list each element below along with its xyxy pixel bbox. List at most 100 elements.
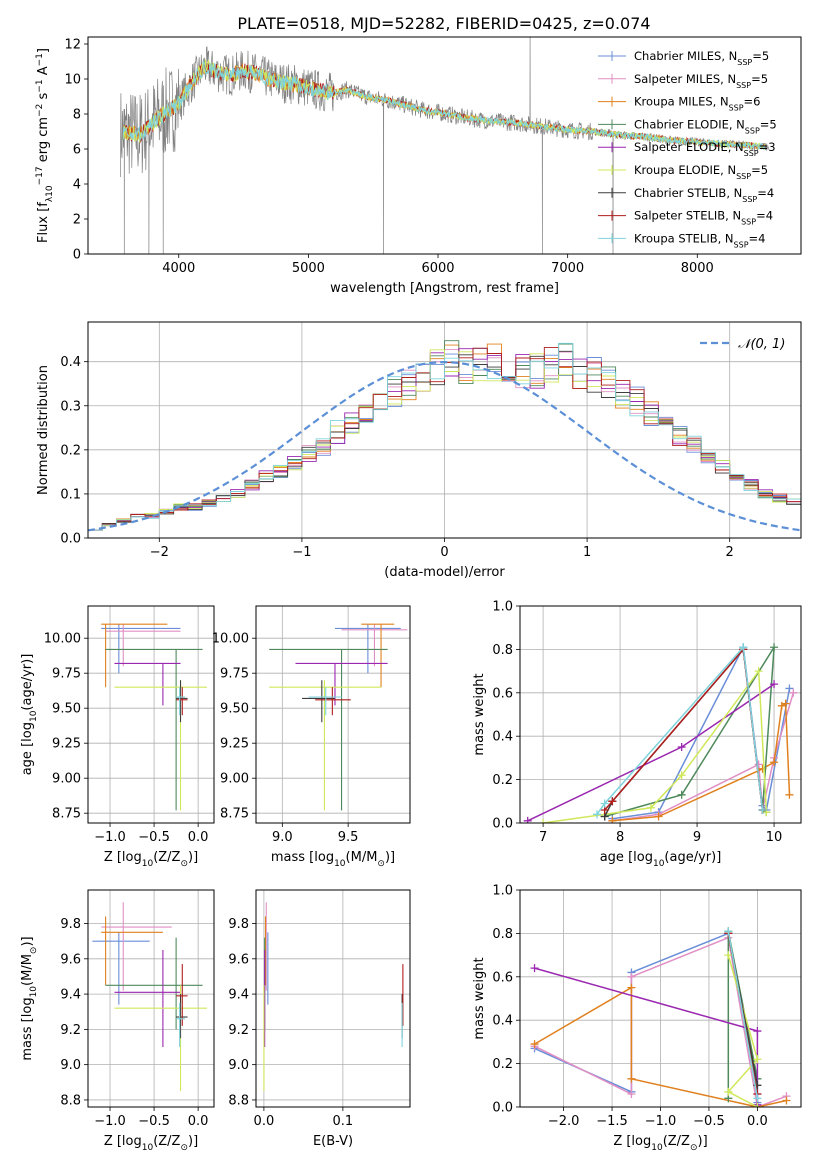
label-part: 10 bbox=[651, 1143, 663, 1153]
panel-age-vs-mass: 9.0 9.5 8.75 9.00 9.25 9.50 9.75 10.00 mass [log… bbox=[212, 605, 411, 869]
weight-line bbox=[727, 931, 759, 1099]
y-tick-label: 9.4 bbox=[60, 988, 81, 1003]
legend-entry: Chabrier ELODIE, NSSP=5 bbox=[634, 117, 777, 135]
axes-frame bbox=[255, 605, 411, 824]
weight-marker bbox=[753, 1055, 762, 1064]
label-part: age [log bbox=[20, 722, 35, 775]
legend-name: Salpeter STELIB, N bbox=[634, 209, 741, 223]
label-part: )] bbox=[188, 850, 198, 865]
legend-sub: SSP bbox=[742, 194, 757, 203]
y-tick-label: 9.8 bbox=[60, 917, 81, 932]
x-tick-label: 0.0 bbox=[747, 1114, 768, 1129]
weight-marker bbox=[530, 1040, 539, 1049]
label-part: Z [log bbox=[104, 850, 142, 865]
label-part: age [log bbox=[600, 850, 653, 865]
weight-marker bbox=[785, 684, 794, 693]
legend-entry: Chabrier STELIB, NSSP=4 bbox=[634, 186, 774, 204]
y-tick-label: 9.6 bbox=[228, 952, 249, 967]
legend-sub: SSP bbox=[741, 217, 756, 226]
y-tick-label: 9.8 bbox=[228, 917, 249, 932]
y-tick-label: 6 bbox=[73, 143, 81, 158]
y-tick-label: 9.2 bbox=[228, 1023, 249, 1038]
y-axis-label: mass weight bbox=[472, 673, 487, 755]
y-tick-label: 0.3 bbox=[60, 399, 81, 414]
legend-sub: SSP bbox=[737, 58, 752, 67]
x-tick-label: 8000 bbox=[681, 261, 714, 276]
legend-entry: Salpeter STELIB, NSSP=4 bbox=[634, 209, 773, 227]
label-part: mass [log bbox=[271, 850, 334, 865]
legend-entry: Salpeter ELODIE, NSSP=3 bbox=[634, 140, 776, 158]
label-part: (age/yr)] bbox=[664, 850, 721, 865]
weight-marker bbox=[677, 771, 686, 780]
x-tick-label: −1.0 bbox=[94, 1114, 126, 1129]
y-tick-label: 9.00 bbox=[220, 772, 249, 787]
x-tick-label: 4000 bbox=[162, 261, 195, 276]
plot-area bbox=[120, 37, 769, 254]
y-tick-label: 9.0 bbox=[60, 1058, 81, 1073]
x-tick-label: −2 bbox=[150, 545, 169, 560]
weight-marker bbox=[754, 760, 763, 769]
y-tick-label: 0 bbox=[73, 248, 81, 263]
plot-area bbox=[101, 623, 207, 811]
label-part: )] bbox=[20, 936, 35, 946]
label-part: (M/M bbox=[346, 850, 378, 865]
weight-marker bbox=[724, 1087, 733, 1096]
label-part: (Z/Z bbox=[153, 850, 180, 865]
legend-sub: SSP bbox=[729, 103, 744, 112]
histogram-step bbox=[88, 340, 801, 538]
weight-line bbox=[604, 647, 764, 811]
weight-marker bbox=[627, 983, 636, 992]
legend-name: Salpeter MILES, N bbox=[634, 72, 736, 86]
weight-marker bbox=[724, 927, 733, 936]
weight-marker bbox=[724, 951, 733, 960]
y-tick-label: 9.4 bbox=[228, 988, 249, 1003]
y-tick-label: 8.8 bbox=[60, 1093, 81, 1108]
x-tick-label: −2.0 bbox=[548, 1114, 580, 1129]
histogram-step bbox=[88, 342, 801, 538]
weight-marker bbox=[627, 972, 636, 981]
x-tick-label: −1.0 bbox=[94, 830, 126, 845]
x-tick-label: −1.5 bbox=[596, 1114, 628, 1129]
panel-residuals: −2 −1 0 1 2 0.0 0.1 0.2 0.3 0.4 (data-model)/error… bbox=[36, 321, 802, 580]
plot-area bbox=[88, 340, 801, 538]
axes-frame bbox=[87, 889, 215, 1108]
y-tick-label: 0.8 bbox=[492, 927, 513, 942]
x-tick-label: 10 bbox=[766, 830, 783, 845]
label-part: −1 bbox=[35, 53, 45, 66]
y-axis-label: mass weight bbox=[472, 957, 487, 1039]
label-part: (Z/Z bbox=[663, 1134, 690, 1149]
label-part: 10 bbox=[142, 1143, 154, 1153]
weight-marker bbox=[753, 1027, 762, 1036]
weight-line bbox=[596, 645, 764, 815]
y-tick-label: 0.6 bbox=[492, 686, 513, 701]
x-tick-label: 9.0 bbox=[272, 830, 293, 845]
panels: 4000 5000 6000 7000 8000024681012wavelength … bbox=[20, 36, 802, 1153]
y-tick-label: 9.00 bbox=[52, 772, 81, 787]
weight-marker bbox=[739, 643, 748, 652]
x-tick-label: −1 bbox=[292, 545, 311, 560]
legend-sub: SSP bbox=[744, 149, 759, 158]
panel-age-vs-Z: −1.0 −0.5 0.0 8.75 9.00 9.25 9.50 9.75 10.00 Z [l… bbox=[20, 605, 215, 869]
x-tick-label: 0 bbox=[440, 545, 448, 560]
legend-n: =5 bbox=[752, 49, 769, 63]
x-tick-label: 0.1 bbox=[333, 1114, 354, 1129]
weight-marker bbox=[677, 743, 686, 752]
y-tick-label: 0.0 bbox=[492, 817, 513, 832]
label-part: mass weight bbox=[472, 673, 487, 755]
label-part: ⊙ bbox=[690, 1143, 698, 1153]
legend-name: Salpeter ELODIE, N bbox=[634, 140, 744, 154]
legend-sub: SSP bbox=[734, 240, 749, 249]
weight-marker bbox=[627, 1074, 636, 1083]
panel-mass-vs-Z: −1.0 −0.5 0.08.89.09.29.49.69.8Z [log10(Z/… bbox=[20, 889, 215, 1153]
weight-marker bbox=[770, 758, 779, 767]
x-axis-label: E(B-V) bbox=[313, 1134, 353, 1149]
y-tick-label: 0.2 bbox=[492, 773, 513, 788]
weight-marker bbox=[608, 816, 617, 823]
axes-frame bbox=[519, 889, 802, 1108]
y-tick-label: 0.2 bbox=[492, 1057, 513, 1072]
y-tick-label: 9.6 bbox=[60, 952, 81, 967]
axes-frame bbox=[87, 605, 215, 824]
label-part: (data-model)/error bbox=[384, 565, 505, 580]
